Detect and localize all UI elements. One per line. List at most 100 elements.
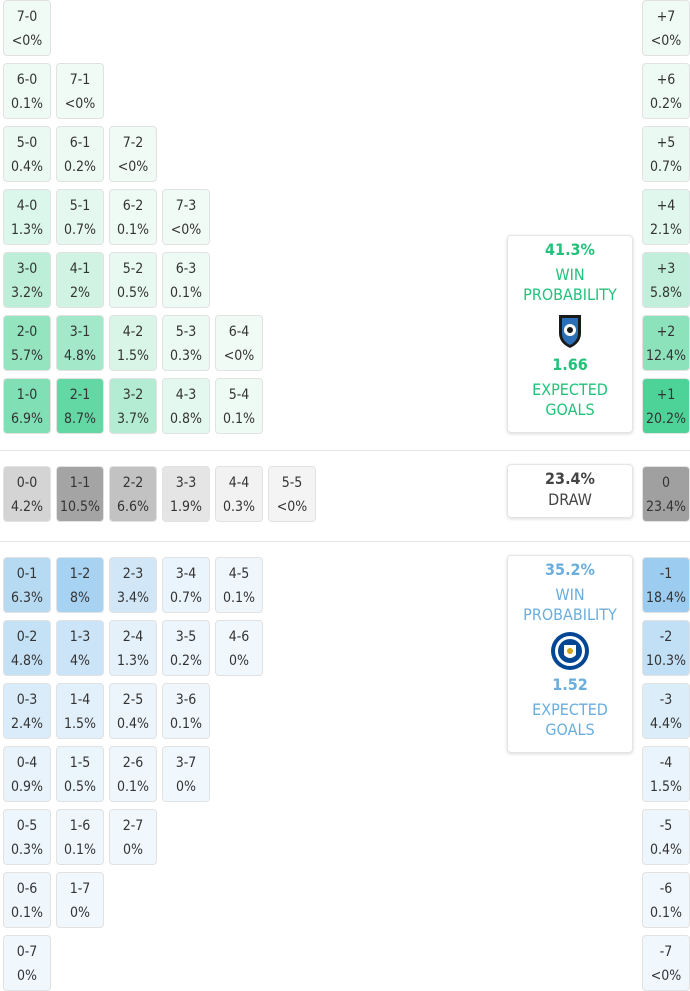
score: 5-5 xyxy=(281,475,303,491)
score: 4-5 xyxy=(228,566,250,582)
score-cell: -3 4.4% xyxy=(642,683,690,739)
score: 0-6 xyxy=(16,881,38,897)
probability: <0% xyxy=(64,96,96,112)
score-cell: +2 12.4% xyxy=(642,315,690,371)
score-cell: 3-3 1.9% xyxy=(162,466,210,522)
score: -3 xyxy=(659,692,673,708)
score: 3-4 xyxy=(175,566,197,582)
score: 2-2 xyxy=(122,475,144,491)
probability: 0.5% xyxy=(117,285,149,301)
home-xg: 1.66 xyxy=(552,355,588,374)
probability: 2% xyxy=(70,285,90,301)
score-cell: -6 0.1% xyxy=(642,872,690,928)
home-xg-label: EXPECTED GOALS xyxy=(532,380,608,419)
draw-prob: 23.4% xyxy=(545,469,595,488)
probability: 0.1% xyxy=(650,905,682,921)
probability: 0.4% xyxy=(11,159,43,175)
score: 6-1 xyxy=(69,135,91,151)
score-cell: 2-7 0% xyxy=(109,809,157,865)
probability: 1.3% xyxy=(117,653,149,669)
probability: 2.1% xyxy=(650,222,682,238)
probability: 5.7% xyxy=(11,348,43,364)
score: 0 xyxy=(661,475,670,491)
probability: 1.9% xyxy=(170,499,202,515)
score-cell: 0-0 4.2% xyxy=(3,466,51,522)
probability: 4.2% xyxy=(11,499,43,515)
score-cell: -7 <0% xyxy=(642,935,690,991)
probability: 3.4% xyxy=(117,590,149,606)
score: 0-2 xyxy=(16,629,38,645)
score: 1-3 xyxy=(69,629,91,645)
score: 2-6 xyxy=(122,755,144,771)
probability: 0.1% xyxy=(11,905,43,921)
score-cell: 5-5 <0% xyxy=(268,466,316,522)
score: 4-3 xyxy=(175,387,197,403)
probability: 4.8% xyxy=(64,348,96,364)
score-cell: 5-0 0.4% xyxy=(3,126,51,182)
score-cell: +3 5.8% xyxy=(642,252,690,308)
probability: 1.5% xyxy=(650,779,682,795)
draw-label: DRAW xyxy=(548,490,592,509)
score: 4-2 xyxy=(122,324,144,340)
probability: 0.1% xyxy=(223,411,255,427)
score-cell: 4-2 1.5% xyxy=(109,315,157,371)
score: 1-4 xyxy=(69,692,91,708)
score: 2-5 xyxy=(122,692,144,708)
score-cell: 5-4 0.1% xyxy=(215,378,263,434)
score: +3 xyxy=(656,261,676,277)
probability: <0% xyxy=(117,159,149,175)
probability: <0% xyxy=(11,33,43,49)
score: 0-7 xyxy=(16,944,38,960)
score: 4-1 xyxy=(69,261,91,277)
probability: <0% xyxy=(650,968,682,984)
score: 2-4 xyxy=(122,629,144,645)
probability: <0% xyxy=(276,499,308,515)
score: 5-4 xyxy=(228,387,250,403)
probability: 8.7% xyxy=(64,411,96,427)
score: 7-2 xyxy=(122,135,144,151)
score-cell: 4-1 2% xyxy=(56,252,104,308)
separator xyxy=(0,450,690,451)
score: 5-1 xyxy=(69,198,91,214)
score-cell: 3-1 4.8% xyxy=(56,315,104,371)
probability: <0% xyxy=(223,348,255,364)
score: +2 xyxy=(656,324,676,340)
score: 7-0 xyxy=(16,9,38,25)
probability: 0.3% xyxy=(223,499,255,515)
score: 0-5 xyxy=(16,818,38,834)
probability: 0.1% xyxy=(170,285,202,301)
score: 1-7 xyxy=(69,881,91,897)
probability: 8% xyxy=(70,590,90,606)
home-win-prob: 41.3% xyxy=(545,240,595,259)
score-cell: 1-5 0.5% xyxy=(56,746,104,802)
score: 4-6 xyxy=(228,629,250,645)
score-cell: 5-2 0.5% xyxy=(109,252,157,308)
score: 1-2 xyxy=(69,566,91,582)
probability: 10.3% xyxy=(645,653,686,669)
score: 0-0 xyxy=(16,475,38,491)
probability: 0.8% xyxy=(170,411,202,427)
probability: 20.2% xyxy=(645,411,686,427)
score-cell: 7-1 <0% xyxy=(56,63,104,119)
probability: 0.5% xyxy=(64,779,96,795)
probability: 4% xyxy=(70,653,90,669)
score-cell: 4-3 0.8% xyxy=(162,378,210,434)
score: 5-0 xyxy=(16,135,38,151)
probability: 0.1% xyxy=(11,96,43,112)
score-cell: +6 0.2% xyxy=(642,63,690,119)
score-cell: 6-0 0.1% xyxy=(3,63,51,119)
score: 0-4 xyxy=(16,755,38,771)
score: 0-3 xyxy=(16,692,38,708)
score-cell: 2-1 8.7% xyxy=(56,378,104,434)
score-cell: 2-5 0.4% xyxy=(109,683,157,739)
probability: 3.2% xyxy=(11,285,43,301)
score-cell: 6-4 <0% xyxy=(215,315,263,371)
probability: 0.3% xyxy=(11,842,43,858)
score: 3-7 xyxy=(175,755,197,771)
score: 6-0 xyxy=(16,72,38,88)
probability: 18.4% xyxy=(645,590,686,606)
probability: 10.5% xyxy=(59,499,100,515)
score-cell: 7-0 <0% xyxy=(3,0,51,56)
probability: 0.2% xyxy=(650,96,682,112)
score-cell: 1-4 1.5% xyxy=(56,683,104,739)
